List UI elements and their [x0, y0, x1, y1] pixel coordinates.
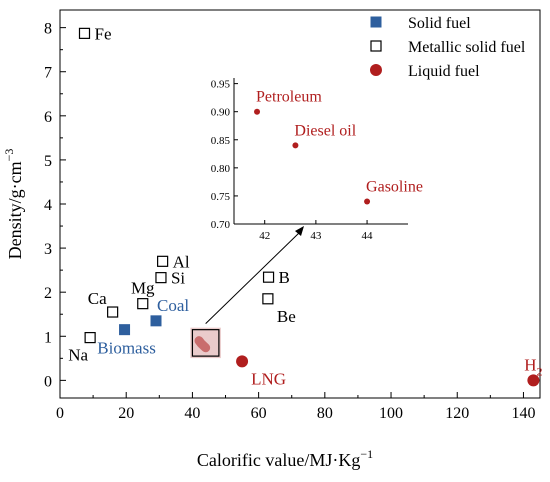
y-tick-label: 8 [44, 21, 52, 38]
inset-point-diesel-oil [292, 142, 299, 149]
x-axis-label-sup: −1 [360, 447, 373, 461]
point-label-ca: Ca [88, 289, 107, 308]
x-axis-label-text: Calorific value/MJ·Kg [197, 450, 360, 470]
point-b [262, 271, 275, 283]
y-tick-label: 5 [44, 153, 52, 170]
x-tick-label: 80 [317, 405, 333, 422]
inset-point-label-diesel-oil: Diesel oil [294, 122, 356, 139]
point-label-mg: Mg [131, 279, 155, 298]
point-label-text: Al [173, 252, 190, 271]
inset-y-tick-label: 0.95 [211, 79, 231, 91]
y-tick-label: 0 [44, 373, 52, 390]
legend-label-metallic-solid-fuel: Metallic solid fuel [408, 39, 526, 56]
point-label-text: Si [171, 269, 185, 288]
point-label-text: Na [68, 346, 88, 365]
highlight-blob [194, 336, 211, 353]
y-tick-label: 1 [44, 329, 52, 346]
point-coal [150, 315, 162, 327]
point-label-fe: Fe [94, 24, 111, 43]
y-axis-label-text: Density/g·cm [5, 161, 25, 259]
point-label-b: B [279, 268, 290, 287]
point-label-text: H [524, 355, 536, 374]
point-biomass [119, 324, 131, 336]
x-tick-label: 60 [251, 405, 267, 422]
inset-point-label-petroleum: Petroleum [256, 89, 322, 106]
point-label-sub: 2 [537, 364, 543, 378]
y-tick-label: 2 [44, 285, 52, 302]
x-tick-label: 140 [511, 405, 535, 422]
inset-y-tick-label: 0.70 [211, 219, 231, 231]
inset-y-tick-label: 0.85 [211, 135, 231, 147]
point-mg [137, 298, 149, 310]
point-lng [236, 355, 249, 368]
point-label-na: Na [68, 346, 88, 365]
zoom-arrow-head [295, 226, 304, 236]
highlight-box [191, 329, 220, 357]
x-tick-label: 20 [118, 405, 134, 422]
point-al [157, 255, 169, 267]
inset-point-gasoline [364, 198, 371, 205]
x-tick-label: 0 [56, 405, 64, 422]
y-axis-label-sup: −3 [2, 149, 16, 162]
legend-marker-solid-fuel [370, 16, 382, 28]
point-label-text: Biomass [97, 339, 156, 358]
point-label-coal: Coal [157, 296, 189, 315]
point-si [155, 272, 167, 284]
y-tick-label: 4 [44, 197, 52, 214]
point-na [84, 331, 96, 344]
inset-x-tick-label: 43 [310, 230, 322, 242]
x-tick-label: 40 [184, 405, 200, 422]
point-label-al: Al [173, 252, 190, 271]
point-label-text: LNG [251, 369, 286, 388]
point-label-biomass: Biomass [97, 339, 156, 358]
point-label-text: Coal [157, 296, 189, 315]
point-label-be: Be [277, 307, 296, 326]
inset-y-tick-label: 0.80 [211, 163, 231, 175]
point-ca [107, 306, 119, 318]
y-tick-label: 3 [44, 241, 52, 258]
point-label-h: H2 [524, 355, 542, 378]
point-label-lng: LNG [251, 369, 286, 388]
inset-y-tick-label: 0.75 [211, 191, 231, 203]
inset-y-tick-label: 0.90 [211, 107, 231, 119]
x-tick-label: 100 [379, 405, 403, 422]
point-h [527, 374, 540, 387]
point-be [262, 293, 274, 305]
point-fe [78, 27, 91, 39]
y-tick-label: 7 [44, 65, 52, 82]
legend-marker-liquid-fuel [370, 64, 382, 76]
x-tick-label: 120 [445, 405, 469, 422]
point-label-text: Mg [131, 279, 155, 298]
inset-x-tick-label: 42 [259, 230, 270, 242]
point-label-text: B [279, 268, 290, 287]
point-label-text: Ca [88, 289, 107, 308]
inset-point-petroleum [254, 108, 261, 115]
zoom-arrow-line [205, 231, 301, 325]
x-axis-label: Calorific value/MJ·Kg−1 [197, 447, 373, 470]
legend-label-liquid-fuel: Liquid fuel [408, 63, 480, 80]
y-tick-label: 6 [44, 109, 52, 126]
point-label-text: Fe [94, 24, 111, 43]
point-label-text: Be [277, 307, 296, 326]
y-axis-label: Density/g·cm−3 [2, 149, 25, 260]
inset-point-label-gasoline: Gasoline [366, 179, 423, 196]
legend-label-solid-fuel: Solid fuel [408, 15, 471, 32]
point-label-si: Si [171, 269, 185, 288]
legend-marker-metallic-solid-fuel [370, 40, 382, 52]
inset-x-tick-label: 44 [362, 230, 374, 242]
